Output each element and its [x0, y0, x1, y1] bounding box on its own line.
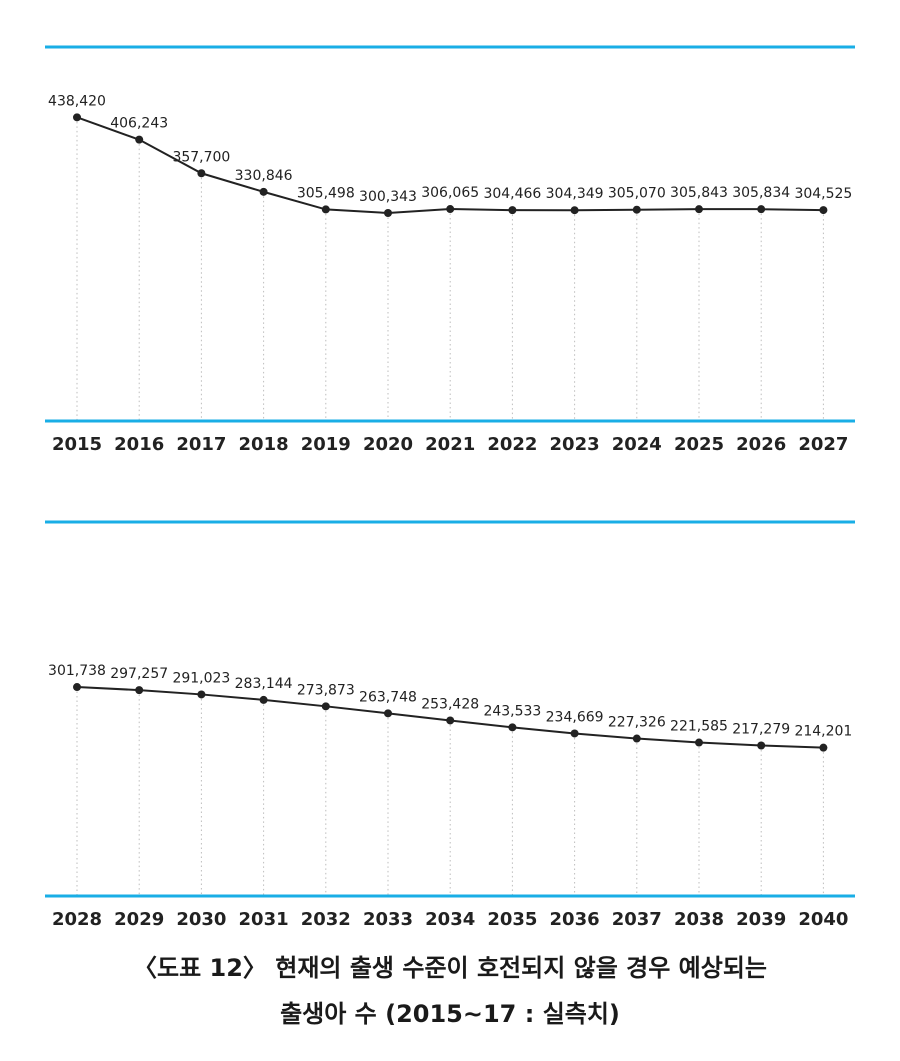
x-tick-label: 2024 — [612, 434, 662, 455]
data-label: 304,525 — [794, 186, 852, 202]
data-point — [508, 723, 517, 732]
data-point — [135, 686, 144, 695]
data-label: 243,533 — [483, 703, 541, 719]
data-label: 297,257 — [110, 666, 168, 682]
caption-line-2: 출생아 수 (2015~17 : 실측치) — [280, 1000, 620, 1028]
data-label: 291,023 — [172, 670, 230, 686]
data-label: 304,349 — [546, 186, 604, 202]
caption-line-1: 〈도표 12〉 현재의 출생 수준이 호전되지 않을 경우 예상되는 — [132, 954, 767, 982]
x-tick-label: 2020 — [363, 434, 413, 455]
x-tick-label: 2038 — [674, 909, 724, 930]
data-label: 214,201 — [794, 724, 852, 740]
data-point — [135, 135, 144, 144]
x-tick-label: 2028 — [52, 909, 102, 930]
data-point — [695, 738, 703, 747]
data-label: 300,343 — [359, 189, 417, 205]
data-point — [384, 709, 392, 718]
data-label: 330,846 — [235, 168, 293, 184]
x-tick-label: 2015 — [52, 434, 102, 455]
data-label: 406,243 — [110, 116, 168, 132]
data-label: 234,669 — [546, 709, 604, 725]
x-tick-label: 2023 — [550, 434, 600, 455]
data-point — [695, 205, 703, 214]
x-tick-label: 2035 — [487, 909, 537, 930]
data-point — [321, 205, 330, 214]
x-tick-label: 2034 — [425, 909, 475, 930]
data-point — [632, 734, 641, 743]
data-label: 227,326 — [608, 715, 666, 731]
x-tick-label: 2031 — [239, 909, 289, 930]
x-tick-label: 2018 — [239, 434, 289, 455]
data-label: 217,279 — [732, 722, 790, 738]
data-point — [259, 187, 268, 196]
x-tick-label: 2030 — [176, 909, 226, 930]
data-label: 253,428 — [421, 696, 479, 712]
data-label: 357,700 — [172, 149, 230, 165]
x-tick-label: 2022 — [487, 434, 537, 455]
data-point — [73, 113, 81, 122]
data-point — [632, 205, 641, 214]
data-point — [446, 716, 455, 725]
data-point — [757, 205, 766, 214]
data-label: 306,065 — [421, 185, 479, 201]
data-point — [321, 702, 330, 711]
data-point — [73, 683, 81, 692]
data-point — [570, 729, 579, 738]
data-point — [259, 695, 268, 704]
x-tick-label: 2036 — [550, 909, 600, 930]
data-point — [819, 206, 828, 215]
data-label: 283,144 — [235, 676, 293, 692]
chart-bottom: 301,738 2028 297,257 2029 291,023 2030 283,144… — [45, 520, 855, 930]
data-label: 273,873 — [297, 682, 355, 698]
data-point — [508, 206, 517, 215]
data-label: 305,070 — [608, 186, 666, 202]
data-label: 305,843 — [670, 185, 728, 201]
x-tick-label: 2016 — [114, 434, 164, 455]
x-tick-label: 2040 — [798, 909, 848, 930]
data-label: 438,420 — [48, 93, 106, 109]
x-tick-label: 2027 — [798, 434, 848, 455]
data-label: 221,585 — [670, 719, 728, 735]
x-tick-label: 2021 — [425, 434, 475, 455]
chart-top: 438,420 2015 406,243 2016 357,700 2017 330,846… — [45, 45, 855, 455]
data-label: 301,738 — [48, 663, 106, 679]
data-point — [757, 741, 766, 750]
data-label: 305,834 — [732, 185, 790, 201]
data-label: 304,466 — [483, 186, 541, 202]
data-point — [819, 743, 828, 752]
x-tick-label: 2032 — [301, 909, 351, 930]
x-tick-label: 2033 — [363, 909, 413, 930]
data-point — [446, 205, 455, 214]
data-label: 263,748 — [359, 689, 417, 705]
x-tick-label: 2026 — [736, 434, 786, 455]
x-tick-label: 2017 — [176, 434, 226, 455]
x-tick-label: 2029 — [114, 909, 164, 930]
data-label: 305,498 — [297, 185, 355, 201]
x-tick-label: 2025 — [674, 434, 724, 455]
x-tick-label: 2039 — [736, 909, 786, 930]
data-point — [570, 206, 579, 215]
x-tick-label: 2019 — [301, 434, 351, 455]
data-point — [384, 208, 392, 217]
x-tick-label: 2037 — [612, 909, 662, 930]
data-point — [197, 169, 206, 178]
data-point — [197, 690, 206, 699]
